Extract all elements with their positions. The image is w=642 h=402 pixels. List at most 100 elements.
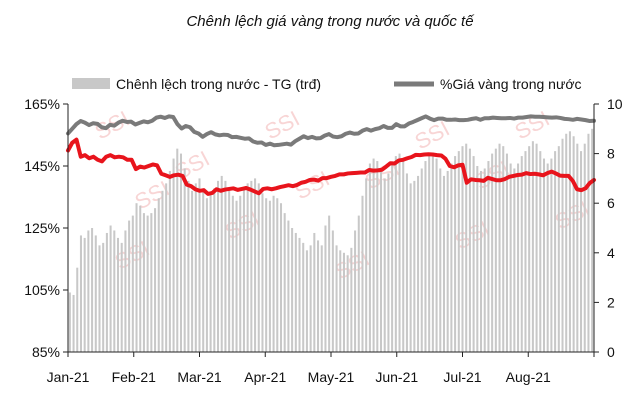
bar — [291, 228, 294, 352]
bar — [450, 163, 453, 352]
bar — [491, 153, 494, 352]
bar — [150, 213, 153, 352]
bar — [372, 158, 375, 352]
bar — [591, 128, 594, 352]
line-series — [66, 114, 596, 196]
bar — [109, 225, 112, 352]
bar — [554, 151, 557, 352]
bar — [91, 228, 94, 352]
bar — [391, 163, 394, 352]
bar — [461, 146, 464, 352]
bar — [157, 198, 160, 352]
bar — [365, 178, 368, 352]
bar — [517, 163, 520, 352]
bar — [139, 205, 142, 352]
bar — [228, 188, 231, 352]
bar — [379, 168, 383, 352]
bar — [250, 180, 253, 352]
red-price-line — [66, 137, 596, 196]
bar — [68, 292, 71, 352]
bar — [131, 215, 134, 352]
legend: Chênh lệch trong nước - TG (trđ) %Giá và… — [72, 76, 582, 92]
bar — [557, 146, 560, 352]
bar — [276, 198, 279, 352]
bar — [254, 178, 257, 352]
bar — [128, 220, 131, 352]
bar — [354, 230, 357, 352]
bar — [116, 237, 120, 352]
bar — [76, 267, 79, 352]
watermark-text: SSI — [451, 216, 494, 255]
left-tick-label: 85% — [32, 344, 60, 360]
bar — [361, 195, 364, 352]
gray-price-line — [66, 114, 596, 148]
legend-line-label: %Giá vàng trong nước — [440, 76, 582, 92]
bar — [524, 151, 527, 352]
bar — [431, 153, 434, 352]
right-tick-label: 0 — [607, 344, 615, 360]
bar — [168, 170, 171, 352]
bar — [420, 168, 423, 352]
right-tick-label: 2 — [607, 294, 615, 310]
bar — [505, 153, 508, 352]
bar-series — [68, 128, 594, 352]
x-tick-label: May-21 — [308, 369, 355, 385]
bar — [320, 245, 323, 352]
bar — [454, 156, 457, 352]
bar — [239, 195, 242, 352]
bar — [213, 188, 216, 352]
right-tick-label: 4 — [607, 245, 615, 261]
bar — [279, 203, 283, 352]
bar — [72, 294, 75, 352]
bar — [324, 225, 327, 352]
bar — [335, 245, 338, 352]
bar — [520, 156, 523, 352]
bar — [283, 213, 286, 352]
bar — [87, 230, 90, 352]
bar — [387, 173, 390, 352]
bar — [439, 168, 442, 352]
bar — [142, 213, 145, 352]
bar — [305, 250, 308, 352]
bar — [257, 183, 260, 352]
bar — [287, 220, 290, 352]
bar — [405, 173, 408, 352]
bar — [146, 215, 149, 352]
bar — [494, 148, 497, 352]
bar — [202, 188, 205, 352]
bar — [183, 168, 186, 352]
bar — [120, 242, 123, 352]
bar — [468, 148, 471, 352]
bar — [483, 168, 486, 352]
bar — [331, 230, 334, 352]
legend-bar-label: Chênh lệch trong nước - TG (trđ) — [116, 76, 321, 92]
bar — [161, 190, 164, 352]
bar — [176, 148, 179, 352]
bar — [472, 156, 475, 352]
bar — [231, 195, 234, 352]
bar — [220, 175, 223, 352]
bar — [179, 153, 182, 352]
bar — [209, 193, 212, 352]
bar — [357, 215, 360, 352]
bar — [572, 136, 575, 352]
x-tick-label: Jan-21 — [47, 369, 90, 385]
x-tick-label: Apr-21 — [244, 369, 286, 385]
bar — [235, 200, 238, 352]
bar — [339, 250, 342, 352]
bar — [154, 208, 157, 352]
watermark-text: SSI — [511, 106, 554, 145]
bar — [113, 230, 116, 352]
bar — [194, 183, 197, 352]
bar — [583, 143, 586, 352]
bar — [313, 232, 316, 352]
bar — [535, 143, 538, 352]
bar — [417, 175, 420, 352]
x-tick-label: Feb-21 — [112, 369, 157, 385]
bar — [435, 158, 438, 352]
bar — [298, 237, 301, 352]
bar — [513, 168, 516, 352]
bar — [217, 180, 220, 352]
right-tick-label: 10 — [607, 96, 623, 112]
